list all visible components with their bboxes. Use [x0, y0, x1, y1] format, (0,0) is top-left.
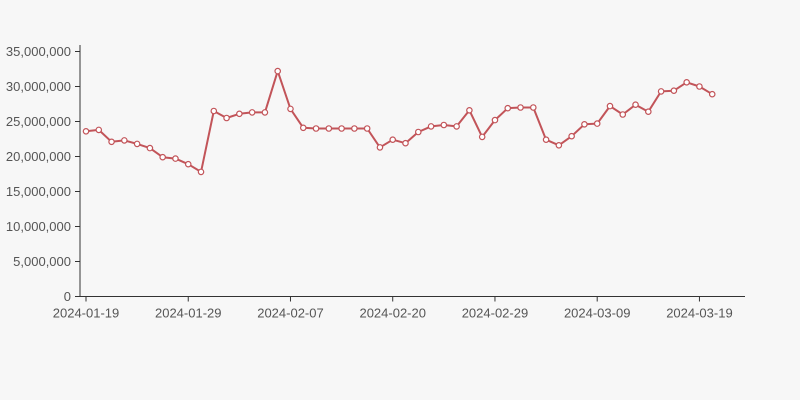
data-point-marker [453, 123, 460, 130]
x-tick-label: 2024-01-29 [155, 306, 222, 321]
data-point-marker [542, 136, 550, 144]
data-point-marker [121, 137, 128, 144]
data-point-marker [95, 126, 103, 134]
data-point-marker [197, 168, 205, 176]
y-tick-label: 30,000,000 [6, 79, 71, 94]
data-point-marker [593, 120, 601, 127]
data-point-marker [568, 132, 575, 140]
data-point-marker [299, 124, 307, 132]
data-point-marker [402, 139, 409, 147]
data-point-marker [491, 116, 499, 124]
data-point-marker [504, 104, 512, 112]
x-tick-label: 2024-01-19 [53, 306, 120, 321]
y-tick-label: 15,000,000 [6, 184, 71, 199]
data-point-marker [223, 114, 230, 122]
data-point-marker [351, 125, 358, 132]
data-point-marker [708, 90, 716, 98]
data-point-marker [325, 125, 333, 132]
data-point-marker [108, 138, 115, 146]
y-tick-label: 10,000,000 [6, 219, 71, 234]
y-tick-label: 20,000,000 [6, 149, 71, 164]
data-point-marker [338, 125, 345, 132]
data-point-marker [184, 160, 192, 168]
data-point-marker [427, 123, 435, 130]
data-point-marker [670, 87, 678, 95]
data-point-marker [312, 125, 320, 132]
x-tick-label: 2024-03-19 [666, 306, 733, 321]
data-point-marker [619, 111, 627, 118]
x-tick-label: 2024-02-20 [359, 306, 426, 321]
y-tick-label: 5,000,000 [13, 254, 71, 269]
data-point-marker [529, 104, 537, 111]
x-tick-label: 2024-02-07 [257, 306, 324, 321]
data-point-marker [376, 144, 384, 151]
data-point-marker [466, 107, 473, 114]
data-point-marker [632, 101, 639, 109]
y-tick-label: 35,000,000 [6, 44, 71, 59]
data-point-marker [555, 142, 563, 149]
data-point-marker [683, 79, 690, 86]
data-point-marker [363, 125, 371, 132]
data-point-marker [133, 140, 141, 148]
data-point-marker [261, 109, 269, 116]
data-point-marker [389, 136, 397, 144]
data-point-marker [657, 88, 665, 95]
data-point-marker [146, 144, 154, 152]
data-point-marker [82, 128, 90, 135]
data-point-marker [478, 133, 486, 141]
x-tick-label: 2024-02-29 [462, 306, 529, 321]
data-point-marker [581, 121, 588, 128]
y-tick-label: 0 [64, 289, 71, 304]
data-point-marker [414, 128, 422, 136]
x-tick-label: 2024-03-09 [564, 306, 631, 321]
data-point-marker [159, 153, 166, 161]
data-point-marker [274, 67, 282, 75]
data-point-marker [606, 102, 614, 110]
data-point-marker [172, 155, 179, 162]
data-point-marker [645, 108, 652, 116]
data-point-marker [517, 104, 524, 111]
y-tick-label: 25,000,000 [6, 114, 71, 129]
data-point-marker [248, 109, 256, 116]
series-line [85, 70, 714, 173]
data-point-marker [440, 121, 448, 129]
data-point-marker [236, 110, 243, 118]
data-point-marker [696, 83, 703, 90]
data-point-marker [287, 105, 294, 113]
data-point-marker [210, 107, 218, 115]
